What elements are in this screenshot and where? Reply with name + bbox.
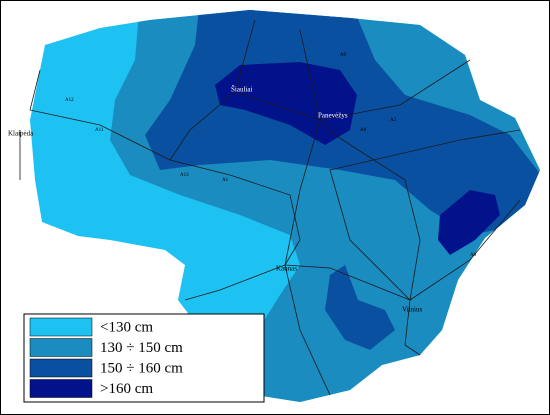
road-label: A13 [180, 173, 189, 178]
road-label: A1 [222, 178, 229, 183]
road-label: A2 [390, 118, 397, 123]
legend-label: >160 cm [100, 381, 153, 397]
road [284, 29, 321, 266]
legend-label: 130 ÷ 150 cm [100, 340, 183, 356]
road-label: A11 [95, 128, 104, 133]
city-label: Kaunas [276, 265, 297, 273]
city-label: Klaipėda [8, 130, 34, 138]
road [29, 109, 411, 301]
city-label: Šiauliai [231, 86, 252, 94]
legend-label: <130 cm [100, 319, 153, 335]
legend-swatch [29, 338, 93, 357]
road-labels: A1 A2 A11 A12 A13 A6 A8 A9 [65, 53, 477, 258]
city-labels: Šiauliai Panevėžys Klaipėda Kaunas Vilnius [8, 86, 422, 314]
zone-gt160 [215, 62, 357, 145]
legend-swatch [29, 379, 93, 398]
legend: <130 cm 130 ÷ 150 cm 150 ÷ 160 cm >160 cm [29, 317, 183, 398]
road-label: A9 [340, 53, 347, 58]
road-label: A8 [360, 128, 367, 133]
zone-150-160 [325, 265, 395, 350]
zone-gt160 [438, 190, 500, 255]
road [19, 69, 41, 180]
city-label: Panevėžys [318, 112, 348, 120]
city-label: Vilnius [402, 306, 422, 314]
legend-swatch [29, 317, 93, 337]
road [184, 264, 331, 396]
road [329, 129, 521, 301]
road [319, 119, 421, 301]
roads [19, 19, 521, 396]
legend-swatch [29, 358, 93, 378]
road [404, 199, 521, 356]
road-label: A6 [470, 253, 477, 258]
road [169, 19, 256, 161]
road-label: A12 [65, 98, 74, 103]
road [234, 59, 471, 121]
legend-label: 150 ÷ 160 cm [100, 360, 183, 376]
